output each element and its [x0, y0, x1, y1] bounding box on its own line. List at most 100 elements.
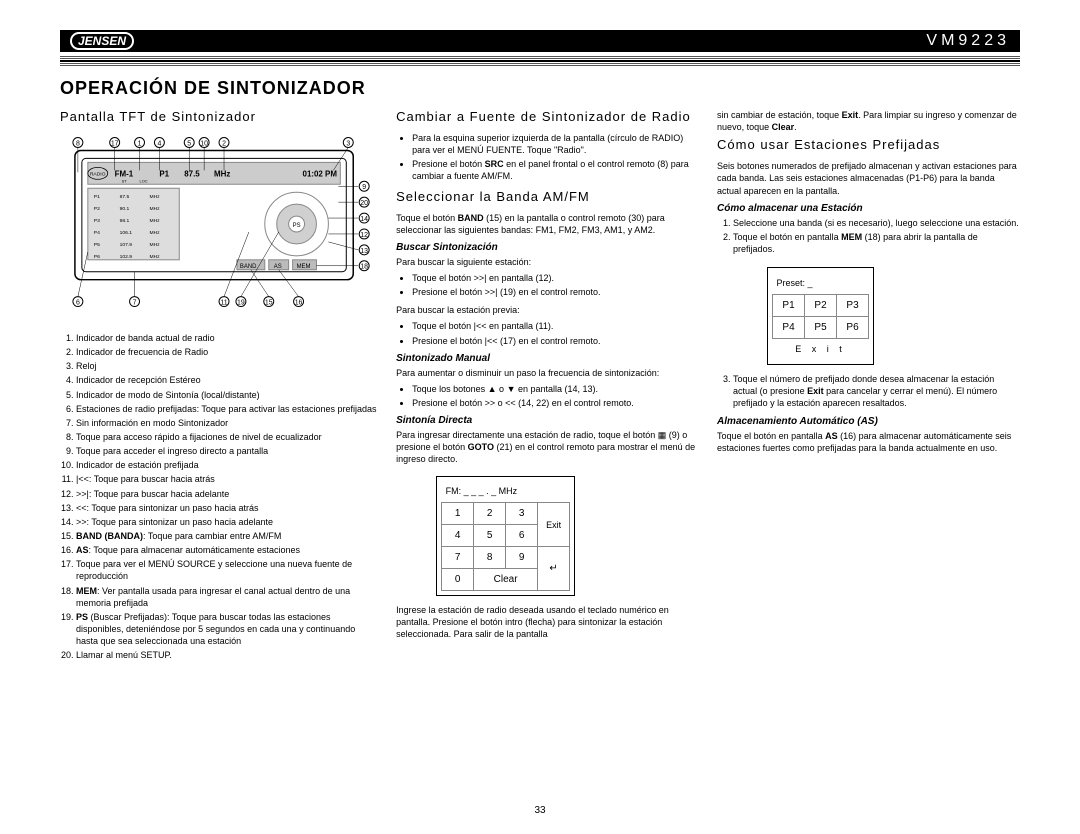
bullet-item: Presione el botón >> o << (14, 22) en el…: [412, 397, 699, 409]
legend-item: MEM: Ver pantalla usada para ingresar el…: [76, 585, 378, 609]
preset-p5: P5: [805, 316, 837, 338]
svg-text:17: 17: [111, 140, 119, 147]
select-band-text: Toque el botón BAND (15) en la pantalla …: [396, 212, 699, 236]
svg-text:P1: P1: [159, 169, 169, 178]
legend-item: Indicador de estación prefijada: [76, 459, 378, 471]
store-station-steps: Seleccione una banda (si es necesario), …: [733, 217, 1020, 255]
model-number: VM9223: [926, 32, 1010, 50]
preset-figure: Preset: _ P1P2P3 P4P5P6 E x i t: [767, 267, 874, 365]
svg-text:4: 4: [157, 140, 161, 147]
tuner-device-diagram: FM-1 P1 87.5 MHz 01:02 PM ST LOC RADIO: [60, 132, 378, 322]
svg-text:102.9: 102.9: [120, 254, 133, 260]
keypad-8: 8: [474, 547, 506, 569]
keypad-header: FM: _ _ _ . _ MHz: [442, 481, 570, 503]
seek-next-text: Para buscar la siguiente estación:: [396, 256, 699, 268]
svg-text:2: 2: [222, 140, 226, 147]
legend-item: Reloj: [76, 360, 378, 372]
middle-column: Cambiar a Fuente de Sintonizador de Radi…: [396, 109, 699, 667]
legend-item: Indicador de recepción Estéreo: [76, 374, 378, 386]
preset-p6: P6: [837, 316, 869, 338]
preset-stations-text: Seis botones numerados de prefijado alma…: [717, 160, 1020, 196]
svg-text:P3: P3: [94, 218, 100, 224]
direct-tuning-text: Para ingresar directamente una estación …: [396, 429, 699, 465]
svg-text:15: 15: [265, 300, 273, 307]
svg-text:MHz: MHz: [149, 242, 160, 248]
svg-text:P1: P1: [94, 194, 100, 200]
svg-text:8: 8: [76, 140, 80, 147]
bullet-item: Presione el botón |<< (17) en el control…: [412, 335, 699, 347]
svg-text:87.5: 87.5: [184, 169, 200, 178]
svg-text:AS: AS: [274, 264, 282, 270]
change-source-bullets: Para la esquina superior izquierda de la…: [412, 132, 699, 183]
bullet-item: Presione el botón >>| (19) en el control…: [412, 286, 699, 298]
keypad-1: 1: [442, 503, 474, 525]
decorative-stripes: [60, 56, 1020, 66]
svg-text:P2: P2: [94, 206, 100, 212]
legend-item: Toque para acceder el ingreso directo a …: [76, 445, 378, 457]
svg-text:18: 18: [360, 264, 368, 271]
preset-p1: P1: [773, 294, 805, 316]
svg-text:MHz: MHz: [149, 230, 160, 236]
svg-text:P5: P5: [94, 242, 100, 248]
svg-text:PS: PS: [293, 223, 301, 229]
keypad-2: 2: [474, 503, 506, 525]
preset-fig-exit: E x i t: [773, 338, 869, 360]
svg-text:98.1: 98.1: [120, 218, 130, 224]
header-bar: JENSEN VM9223: [60, 30, 1020, 52]
preset-fig-header: Preset: _: [773, 272, 869, 294]
auto-store-text: Toque el botón en pantalla AS (16) para …: [717, 430, 1020, 454]
legend-item: BAND (BANDA): Toque para cambiar entre A…: [76, 530, 378, 542]
page-number: 33: [0, 805, 1080, 816]
select-band-heading: Seleccionar la Banda AM/FM: [396, 189, 699, 204]
keypad-3: 3: [506, 503, 538, 525]
svg-text:6: 6: [76, 300, 80, 307]
tft-heading: Pantalla TFT de Sintonizador: [60, 109, 378, 124]
svg-text:16: 16: [295, 300, 303, 307]
legend-item: AS: Toque para almacenar automáticamente…: [76, 544, 378, 556]
seek-tuning-heading: Buscar Sintonización: [396, 242, 699, 253]
store-station-steps-2: Toque el número de prefijado donde desea…: [733, 373, 1020, 409]
seek-prev-bullets: Toque el botón |<< en pantalla (11).Pres…: [412, 320, 699, 346]
svg-text:P4: P4: [94, 230, 100, 236]
svg-text:107.9: 107.9: [120, 242, 133, 248]
svg-text:RADIO: RADIO: [90, 171, 106, 177]
keypad-7: 7: [442, 547, 474, 569]
page-title: OPERACIÓN DE SINTONIZADOR: [60, 78, 1020, 99]
step-item: Toque el botón en pantalla MEM (18) para…: [733, 231, 1020, 255]
legend-item: Indicador de modo de Sintonía (local/dis…: [76, 389, 378, 401]
legend-item: |<<: Toque para buscar hacia atrás: [76, 473, 378, 485]
svg-text:MHz: MHz: [149, 194, 160, 200]
svg-text:11: 11: [220, 300, 227, 307]
auto-store-heading: Almacenamiento Automático (AS): [717, 416, 1020, 427]
preset-stations-heading: Cómo usar Estaciones Prefijadas: [717, 137, 1020, 152]
preset-p2: P2: [805, 294, 837, 316]
legend-item: Estaciones de radio prefijadas: Toque pa…: [76, 403, 378, 415]
keypad-6: 6: [506, 525, 538, 547]
logo: JENSEN: [70, 32, 134, 50]
store-station-heading: Cómo almacenar una Estación: [717, 203, 1020, 214]
bullet-item: Presione el botón SRC en el panel fronta…: [412, 158, 699, 182]
legend-item: Toque para ver el MENÚ SOURCE y seleccio…: [76, 558, 378, 582]
svg-text:12: 12: [360, 232, 368, 239]
svg-text:13: 13: [360, 248, 368, 255]
legend-item: <<: Toque para sintonizar un paso hacia …: [76, 502, 378, 514]
svg-text:MHz: MHz: [149, 206, 160, 212]
svg-text:FM-1: FM-1: [115, 169, 134, 178]
seek-next-bullets: Toque el botón >>| en pantalla (12).Pres…: [412, 272, 699, 298]
legend-item: >>: Toque para sintonizar un paso hacia …: [76, 516, 378, 528]
svg-text:9: 9: [362, 184, 366, 191]
device-svg: FM-1 P1 87.5 MHz 01:02 PM ST LOC RADIO: [60, 132, 378, 322]
svg-text:BAND: BAND: [240, 264, 257, 270]
step-item: Toque el número de prefijado donde desea…: [733, 373, 1020, 409]
keypad-exit: Exit: [538, 503, 570, 547]
keypad-0: 0: [442, 569, 474, 591]
manual-tuning-text: Para aumentar o disminuir un paso la fre…: [396, 367, 699, 379]
callout-legend-list: Indicador de banda actual de radioIndica…: [76, 332, 378, 661]
bullet-item: Para la esquina superior izquierda de la…: [412, 132, 699, 156]
svg-text:01:02 PM: 01:02 PM: [303, 169, 338, 178]
preset-list: [88, 188, 179, 260]
manual-tuning-bullets: Toque los botones ▲ o ▼ en pantalla (14,…: [412, 383, 699, 409]
svg-text:MHz: MHz: [149, 254, 160, 260]
svg-text:90.1: 90.1: [120, 206, 130, 212]
svg-text:LOC: LOC: [140, 178, 148, 183]
